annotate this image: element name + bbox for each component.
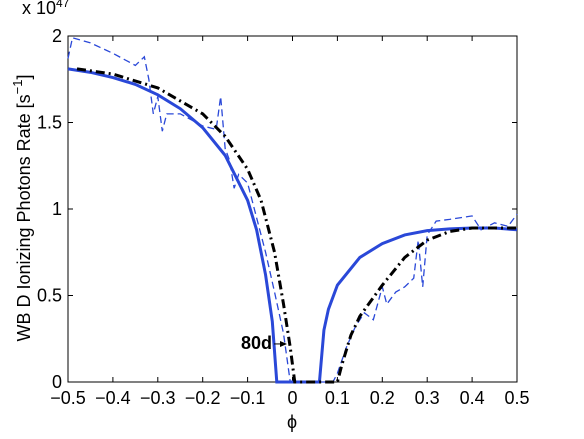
x-tick-label: −0.1 [230,388,266,408]
x-axis-label: ϕ [287,412,297,432]
multiplier: x 1047 [22,0,70,18]
y-axis-label: WB D Ionizing Photons Rate [s−1] [10,75,34,342]
plot-frame [67,35,518,383]
y-tick-label: 2 [52,26,62,46]
annotation: 80d [241,333,272,353]
x-tick-label: 0.1 [325,388,350,408]
y-tick-label: 0 [52,372,62,392]
x-tick-label: −0.4 [95,388,131,408]
annotation-arrowhead [280,340,288,347]
x-tick-label: 0 [287,388,297,408]
x-tick-label: −0.5 [50,388,86,408]
series-line [67,36,518,383]
x-tick-label: −0.2 [185,388,221,408]
x-tick-label: 0.5 [504,388,529,408]
x-tick-label: −0.3 [140,388,176,408]
x-tick-label: 0.2 [370,388,395,408]
y-tick-label: 1.5 [37,113,62,133]
series-line [76,67,517,384]
y-tick-label: 1 [52,199,62,219]
series-line [67,67,518,384]
y-tick-label: 0.5 [37,286,62,306]
x-tick-label: 0.4 [460,388,485,408]
x-tick-label: 0.3 [415,388,440,408]
